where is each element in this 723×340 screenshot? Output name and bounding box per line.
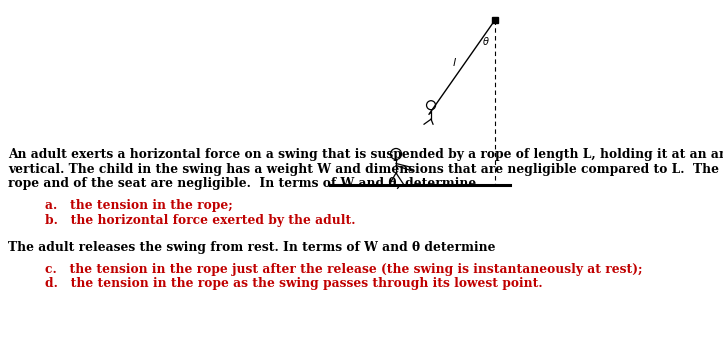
Text: rope and of the seat are negligible.  In terms of W and θ, determine: rope and of the seat are negligible. In … xyxy=(8,177,476,190)
Text: b.   the horizontal force exerted by the adult.: b. the horizontal force exerted by the a… xyxy=(45,214,356,227)
Text: vertical. The child in the swing has a weight W and dimensions that are negligib: vertical. The child in the swing has a w… xyxy=(8,163,723,175)
Text: c.   the tension in the rope just after the release (the swing is instantaneousl: c. the tension in the rope just after th… xyxy=(45,263,643,276)
Text: θ: θ xyxy=(483,37,489,47)
Text: An adult exerts a horizontal force on a swing that is suspended by a rope of len: An adult exerts a horizontal force on a … xyxy=(8,148,723,161)
Text: l: l xyxy=(453,58,455,68)
Text: d.   the tension in the rope as the swing passes through its lowest point.: d. the tension in the rope as the swing … xyxy=(45,277,543,290)
Text: a.   the tension in the rope;: a. the tension in the rope; xyxy=(45,200,233,212)
Text: The adult releases the swing from rest. In terms of W and θ determine: The adult releases the swing from rest. … xyxy=(8,240,495,254)
